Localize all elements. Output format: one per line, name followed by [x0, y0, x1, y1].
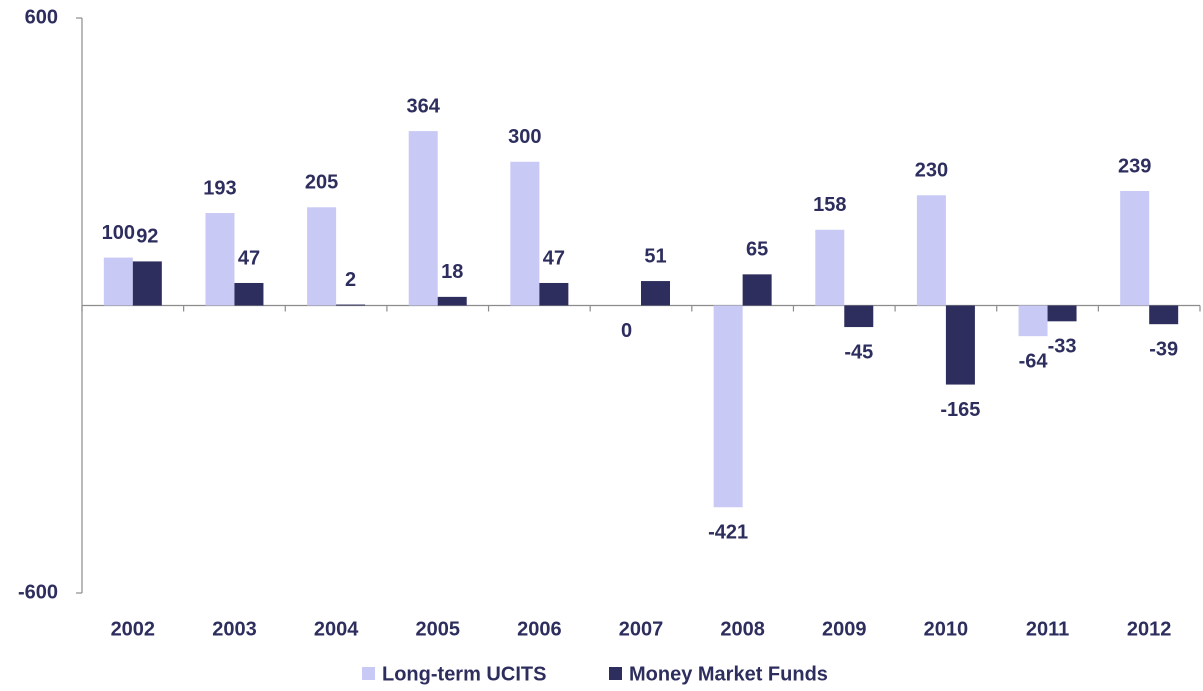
data-label: 47	[238, 247, 260, 269]
x-tick-label: 2006	[517, 618, 562, 640]
x-tick-label: 2009	[822, 618, 867, 640]
data-label: 51	[644, 245, 666, 267]
data-label: 65	[746, 239, 768, 261]
legend-label: Money Market Funds	[629, 663, 828, 685]
bar	[307, 207, 337, 306]
x-tick-label: 2010	[924, 618, 969, 640]
bar	[234, 282, 264, 306]
bar	[844, 305, 874, 328]
bar	[1018, 305, 1048, 337]
x-tick-label: 2007	[619, 618, 664, 640]
bar	[916, 195, 946, 306]
data-label: 239	[1118, 155, 1151, 177]
y-tick-label: -600	[18, 581, 58, 603]
data-label: 100	[102, 222, 135, 244]
x-tick-label: 2011	[1026, 618, 1069, 640]
bar	[641, 281, 670, 306]
legend-swatch	[609, 667, 622, 680]
bar	[713, 305, 743, 508]
y-tick-label: 600	[25, 6, 58, 28]
bar	[437, 296, 467, 306]
bar	[336, 304, 366, 306]
bar	[408, 131, 438, 306]
data-label: -33	[1048, 336, 1077, 358]
bar	[132, 261, 162, 306]
legend-swatch	[362, 667, 375, 680]
data-label: -165	[940, 399, 980, 421]
bar	[815, 229, 845, 306]
x-tick-label: 2005	[415, 618, 460, 640]
data-label: 205	[305, 172, 338, 194]
bar	[103, 257, 133, 306]
data-label: 2	[345, 269, 356, 291]
data-label: 158	[813, 194, 846, 216]
bar	[539, 282, 569, 306]
data-label: -64	[1019, 350, 1049, 372]
bar	[205, 213, 235, 306]
data-label: 193	[203, 177, 236, 199]
data-label: 47	[543, 247, 565, 269]
x-tick-label: 2008	[720, 618, 765, 640]
bar	[510, 161, 540, 306]
data-label: 18	[441, 261, 463, 283]
x-tick-label: 2002	[111, 618, 156, 640]
bar	[1047, 305, 1077, 322]
x-tick-label: 2004	[314, 618, 359, 640]
legend-label: Long-term UCITS	[382, 663, 546, 685]
bar	[742, 274, 772, 306]
data-label: -45	[844, 341, 873, 363]
data-label: 0	[621, 320, 632, 342]
data-label: 92	[136, 226, 158, 248]
data-label: 230	[915, 160, 948, 182]
bar	[1149, 305, 1179, 325]
data-label: 300	[508, 126, 541, 148]
x-tick-label: 2012	[1127, 618, 1172, 640]
x-tick-label: 2003	[212, 618, 257, 640]
bar	[945, 305, 975, 385]
data-label: -39	[1149, 338, 1178, 360]
bar	[1120, 190, 1150, 306]
data-label: 364	[407, 95, 441, 117]
data-label: -421	[708, 522, 748, 544]
